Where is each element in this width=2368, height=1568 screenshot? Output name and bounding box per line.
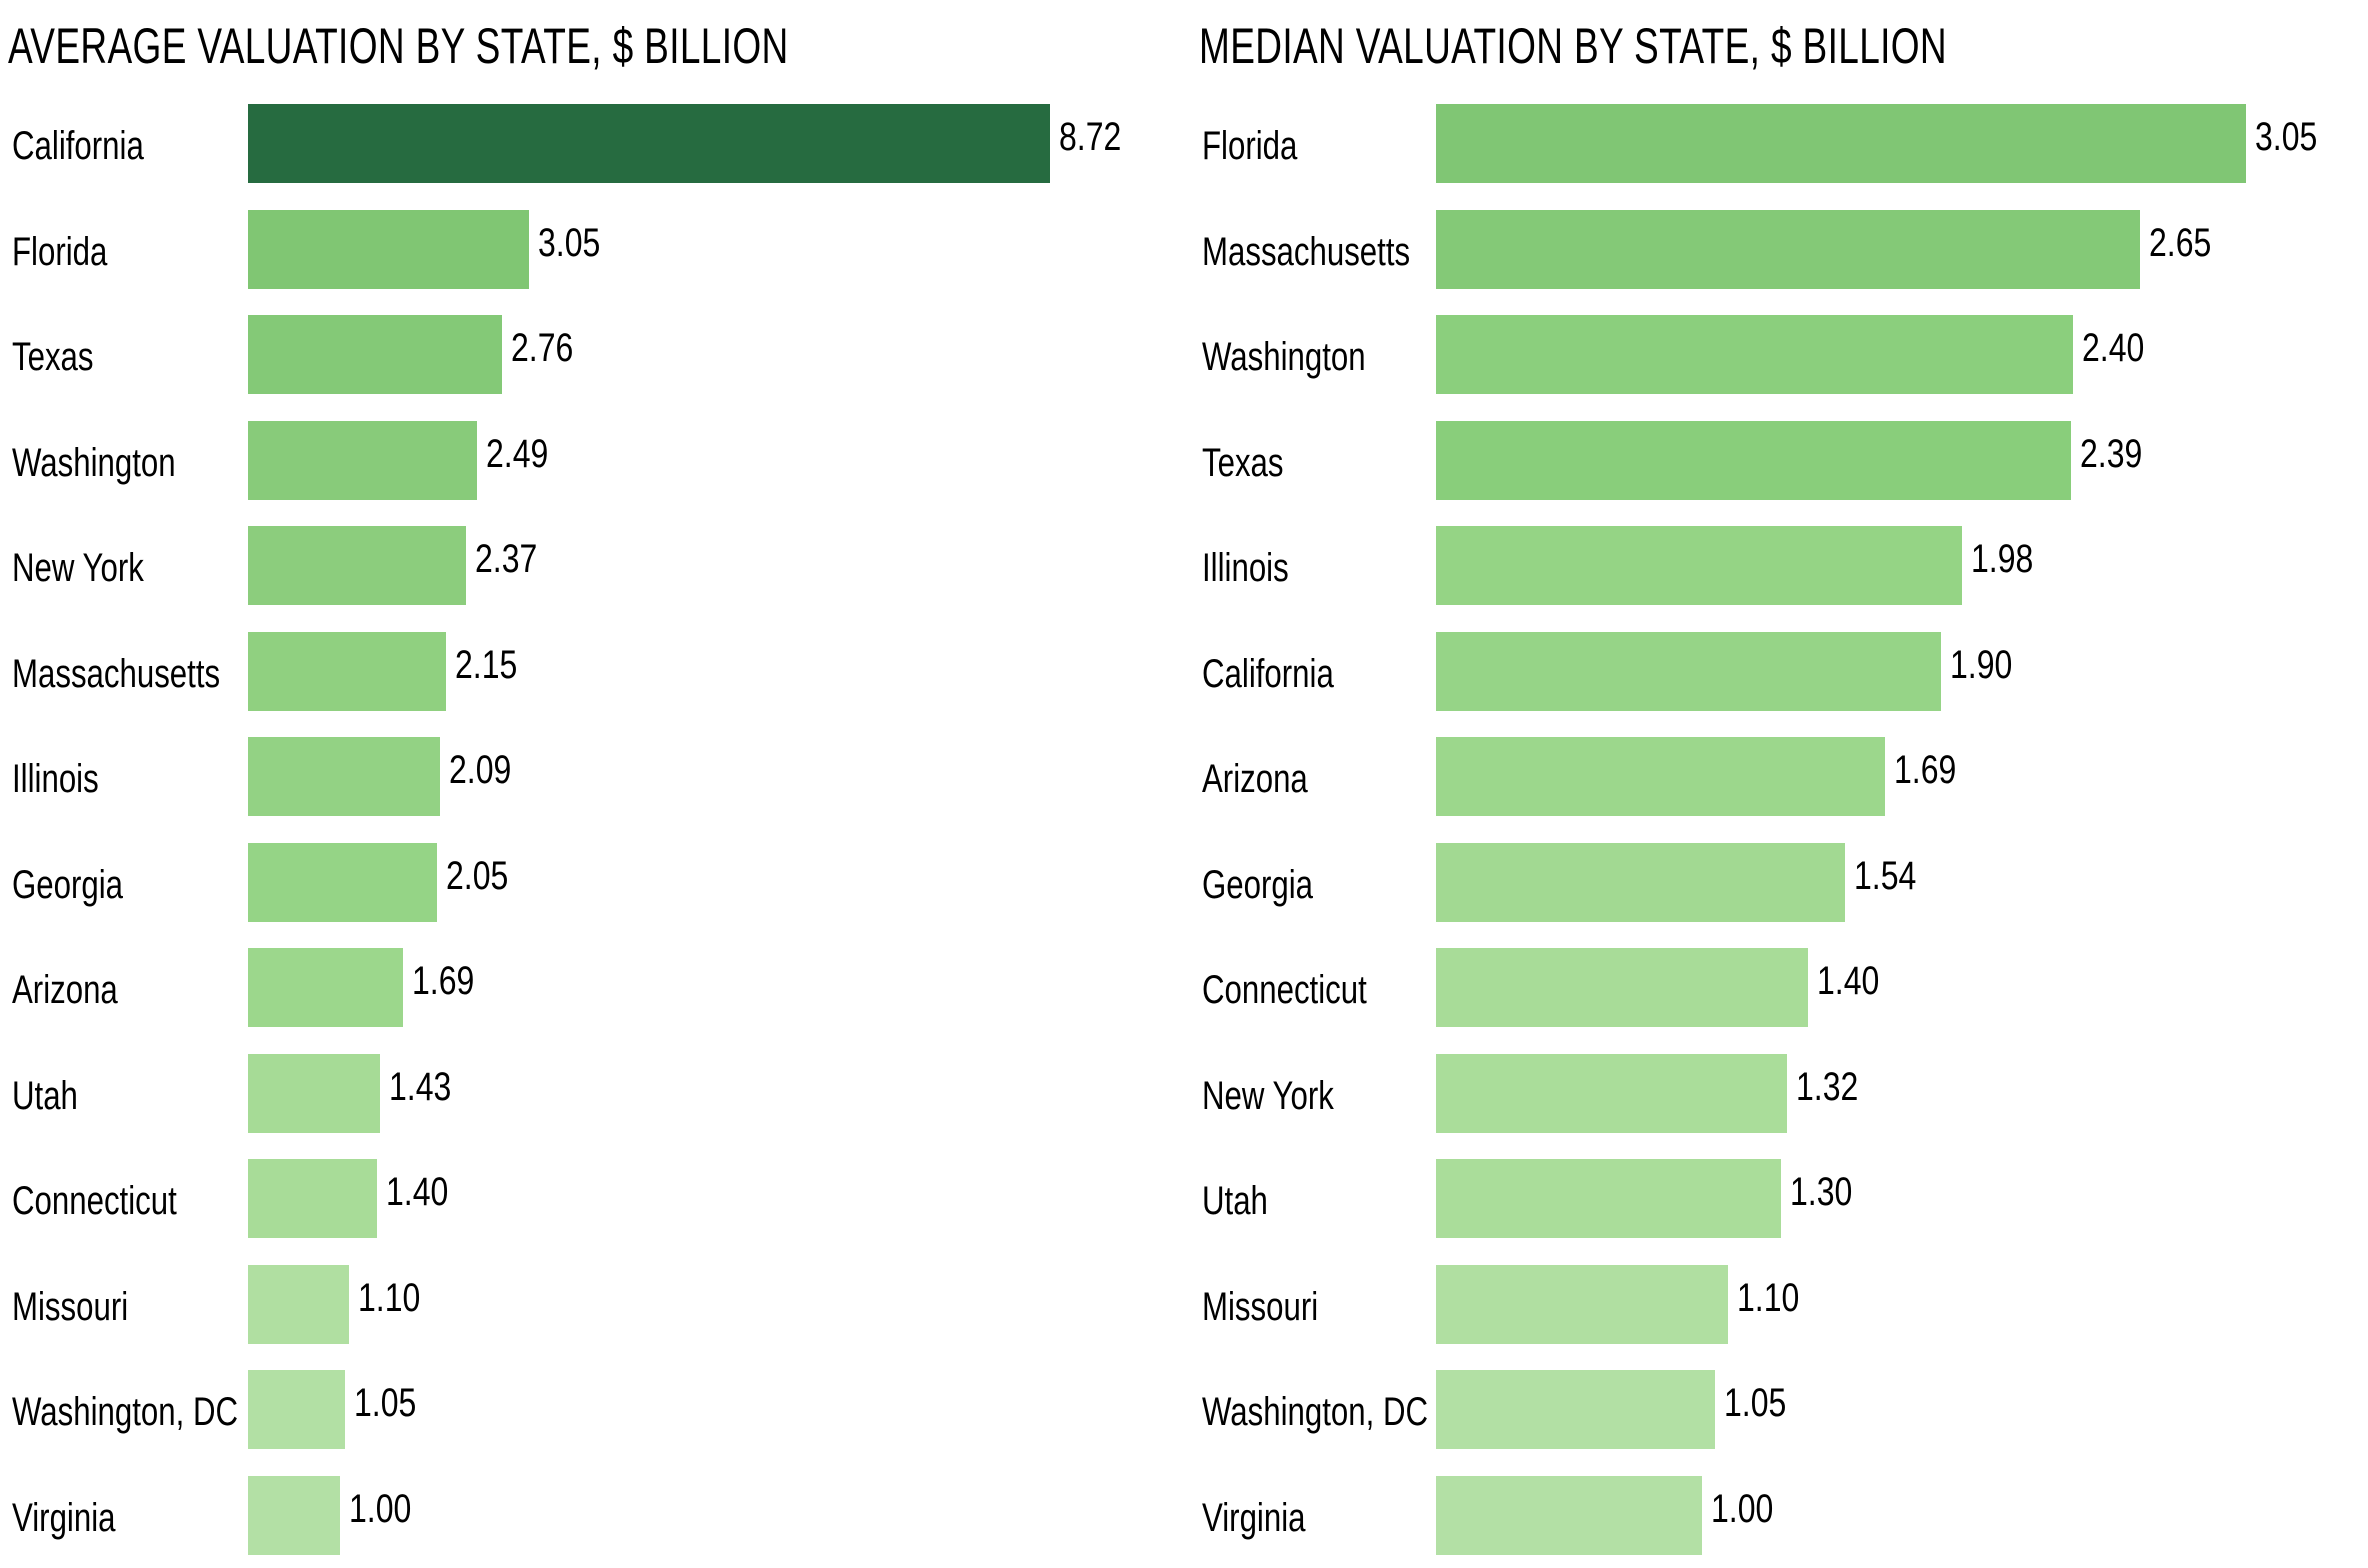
category-label: California — [12, 124, 144, 168]
value-label: 1.69 — [412, 959, 475, 1003]
bar — [1436, 526, 1962, 605]
chart-title: AVERAGE VALUATION BY STATE, $ BILLION — [8, 18, 789, 74]
chart-title: MEDIAN VALUATION BY STATE, $ BILLION — [1199, 18, 1948, 74]
category-label: California — [1202, 651, 1334, 696]
category-label: Arizona — [1202, 757, 1308, 801]
bar — [248, 1053, 380, 1133]
bar — [1436, 420, 2071, 500]
category-label: Virginia — [1202, 1495, 1306, 1540]
bar — [248, 104, 1050, 183]
bar — [1436, 1264, 1729, 1344]
category-label: Florida — [1202, 124, 1298, 168]
category-label: New York — [1202, 1073, 1334, 1118]
category-label: Missouri — [12, 1284, 129, 1329]
category-label: Virginia — [12, 1495, 116, 1540]
category-label: Washington — [1202, 335, 1366, 379]
value-label: 2.15 — [454, 642, 518, 687]
value-label: 1.43 — [388, 1064, 451, 1109]
category-label: Utah — [1202, 1179, 1268, 1223]
bar — [1436, 1159, 1782, 1238]
value-label: 1.00 — [1710, 1486, 1773, 1531]
category-label: Illinois — [12, 757, 99, 801]
bar — [248, 948, 404, 1027]
bar — [248, 315, 502, 394]
value-label: 2.76 — [510, 326, 574, 370]
category-label: Georgia — [12, 862, 124, 907]
bar — [248, 420, 477, 500]
value-label: 1.32 — [1795, 1064, 1858, 1109]
category-label: Texas — [12, 335, 94, 379]
category-label: Utah — [12, 1073, 78, 1118]
category-label: Florida — [12, 229, 108, 274]
bar — [1436, 209, 2140, 289]
average-valuation-chart: AVERAGE VALUATION BY STATE, $ BILLION Ca… — [8, 18, 1122, 1555]
bar — [248, 526, 466, 605]
category-label: Washington — [12, 440, 176, 485]
value-label: 2.37 — [474, 537, 538, 581]
category-label: Washington, DC — [12, 1390, 239, 1434]
bar — [248, 737, 441, 816]
category-label: Connecticut — [1202, 968, 1367, 1012]
value-label: 1.10 — [358, 1275, 421, 1320]
category-label: Missouri — [1202, 1284, 1319, 1329]
category-label: Washington, DC — [1202, 1390, 1429, 1434]
bar — [248, 209, 529, 289]
value-label: 1.05 — [353, 1381, 416, 1425]
value-label: 8.72 — [1059, 115, 1122, 159]
median-valuation-chart: MEDIAN VALUATION BY STATE, $ BILLION Flo… — [1190, 0, 2368, 1568]
bar — [248, 842, 437, 922]
category-label: Massachusetts — [1202, 229, 1411, 274]
value-label: 1.69 — [1893, 748, 1957, 792]
category-label: New York — [12, 546, 144, 590]
value-label: 1.30 — [1790, 1170, 1853, 1214]
value-label: 2.65 — [2148, 220, 2212, 265]
value-label: 1.40 — [385, 1170, 449, 1214]
bar — [1436, 737, 1885, 816]
category-label: Arizona — [12, 968, 118, 1012]
bar — [1436, 631, 1941, 711]
value-label: 1.54 — [1853, 853, 1917, 898]
category-label: Illinois — [1202, 546, 1289, 590]
value-label: 1.98 — [1970, 537, 2034, 581]
value-label: 2.40 — [2082, 326, 2145, 370]
category-label: Texas — [1202, 440, 1284, 485]
category-label: Connecticut — [12, 1179, 177, 1223]
value-label: 1.05 — [1723, 1381, 1787, 1425]
bar — [248, 1264, 350, 1344]
value-label: 1.90 — [1949, 642, 2012, 687]
value-label: 1.10 — [1737, 1275, 1800, 1320]
value-label: 3.05 — [2255, 115, 2318, 159]
category-label: Massachusetts — [12, 651, 221, 696]
value-label: 1.00 — [348, 1486, 412, 1531]
value-label: 3.05 — [537, 220, 600, 265]
bar — [248, 1159, 377, 1238]
bar — [1436, 315, 2074, 394]
bar — [1436, 1370, 1715, 1449]
value-label: 1.40 — [1816, 959, 1880, 1003]
bar — [1436, 104, 2246, 183]
category-label: Georgia — [1202, 862, 1314, 907]
value-label: 2.39 — [2079, 431, 2143, 476]
bar — [248, 1475, 340, 1555]
bar — [248, 1370, 345, 1449]
bar — [1436, 948, 1808, 1027]
value-label: 2.05 — [445, 853, 508, 898]
bar — [1436, 1053, 1787, 1133]
bar — [248, 631, 446, 711]
value-label: 2.09 — [449, 748, 512, 792]
bar — [1436, 1475, 1702, 1555]
value-label: 2.49 — [486, 431, 549, 476]
bar — [1436, 842, 1845, 922]
